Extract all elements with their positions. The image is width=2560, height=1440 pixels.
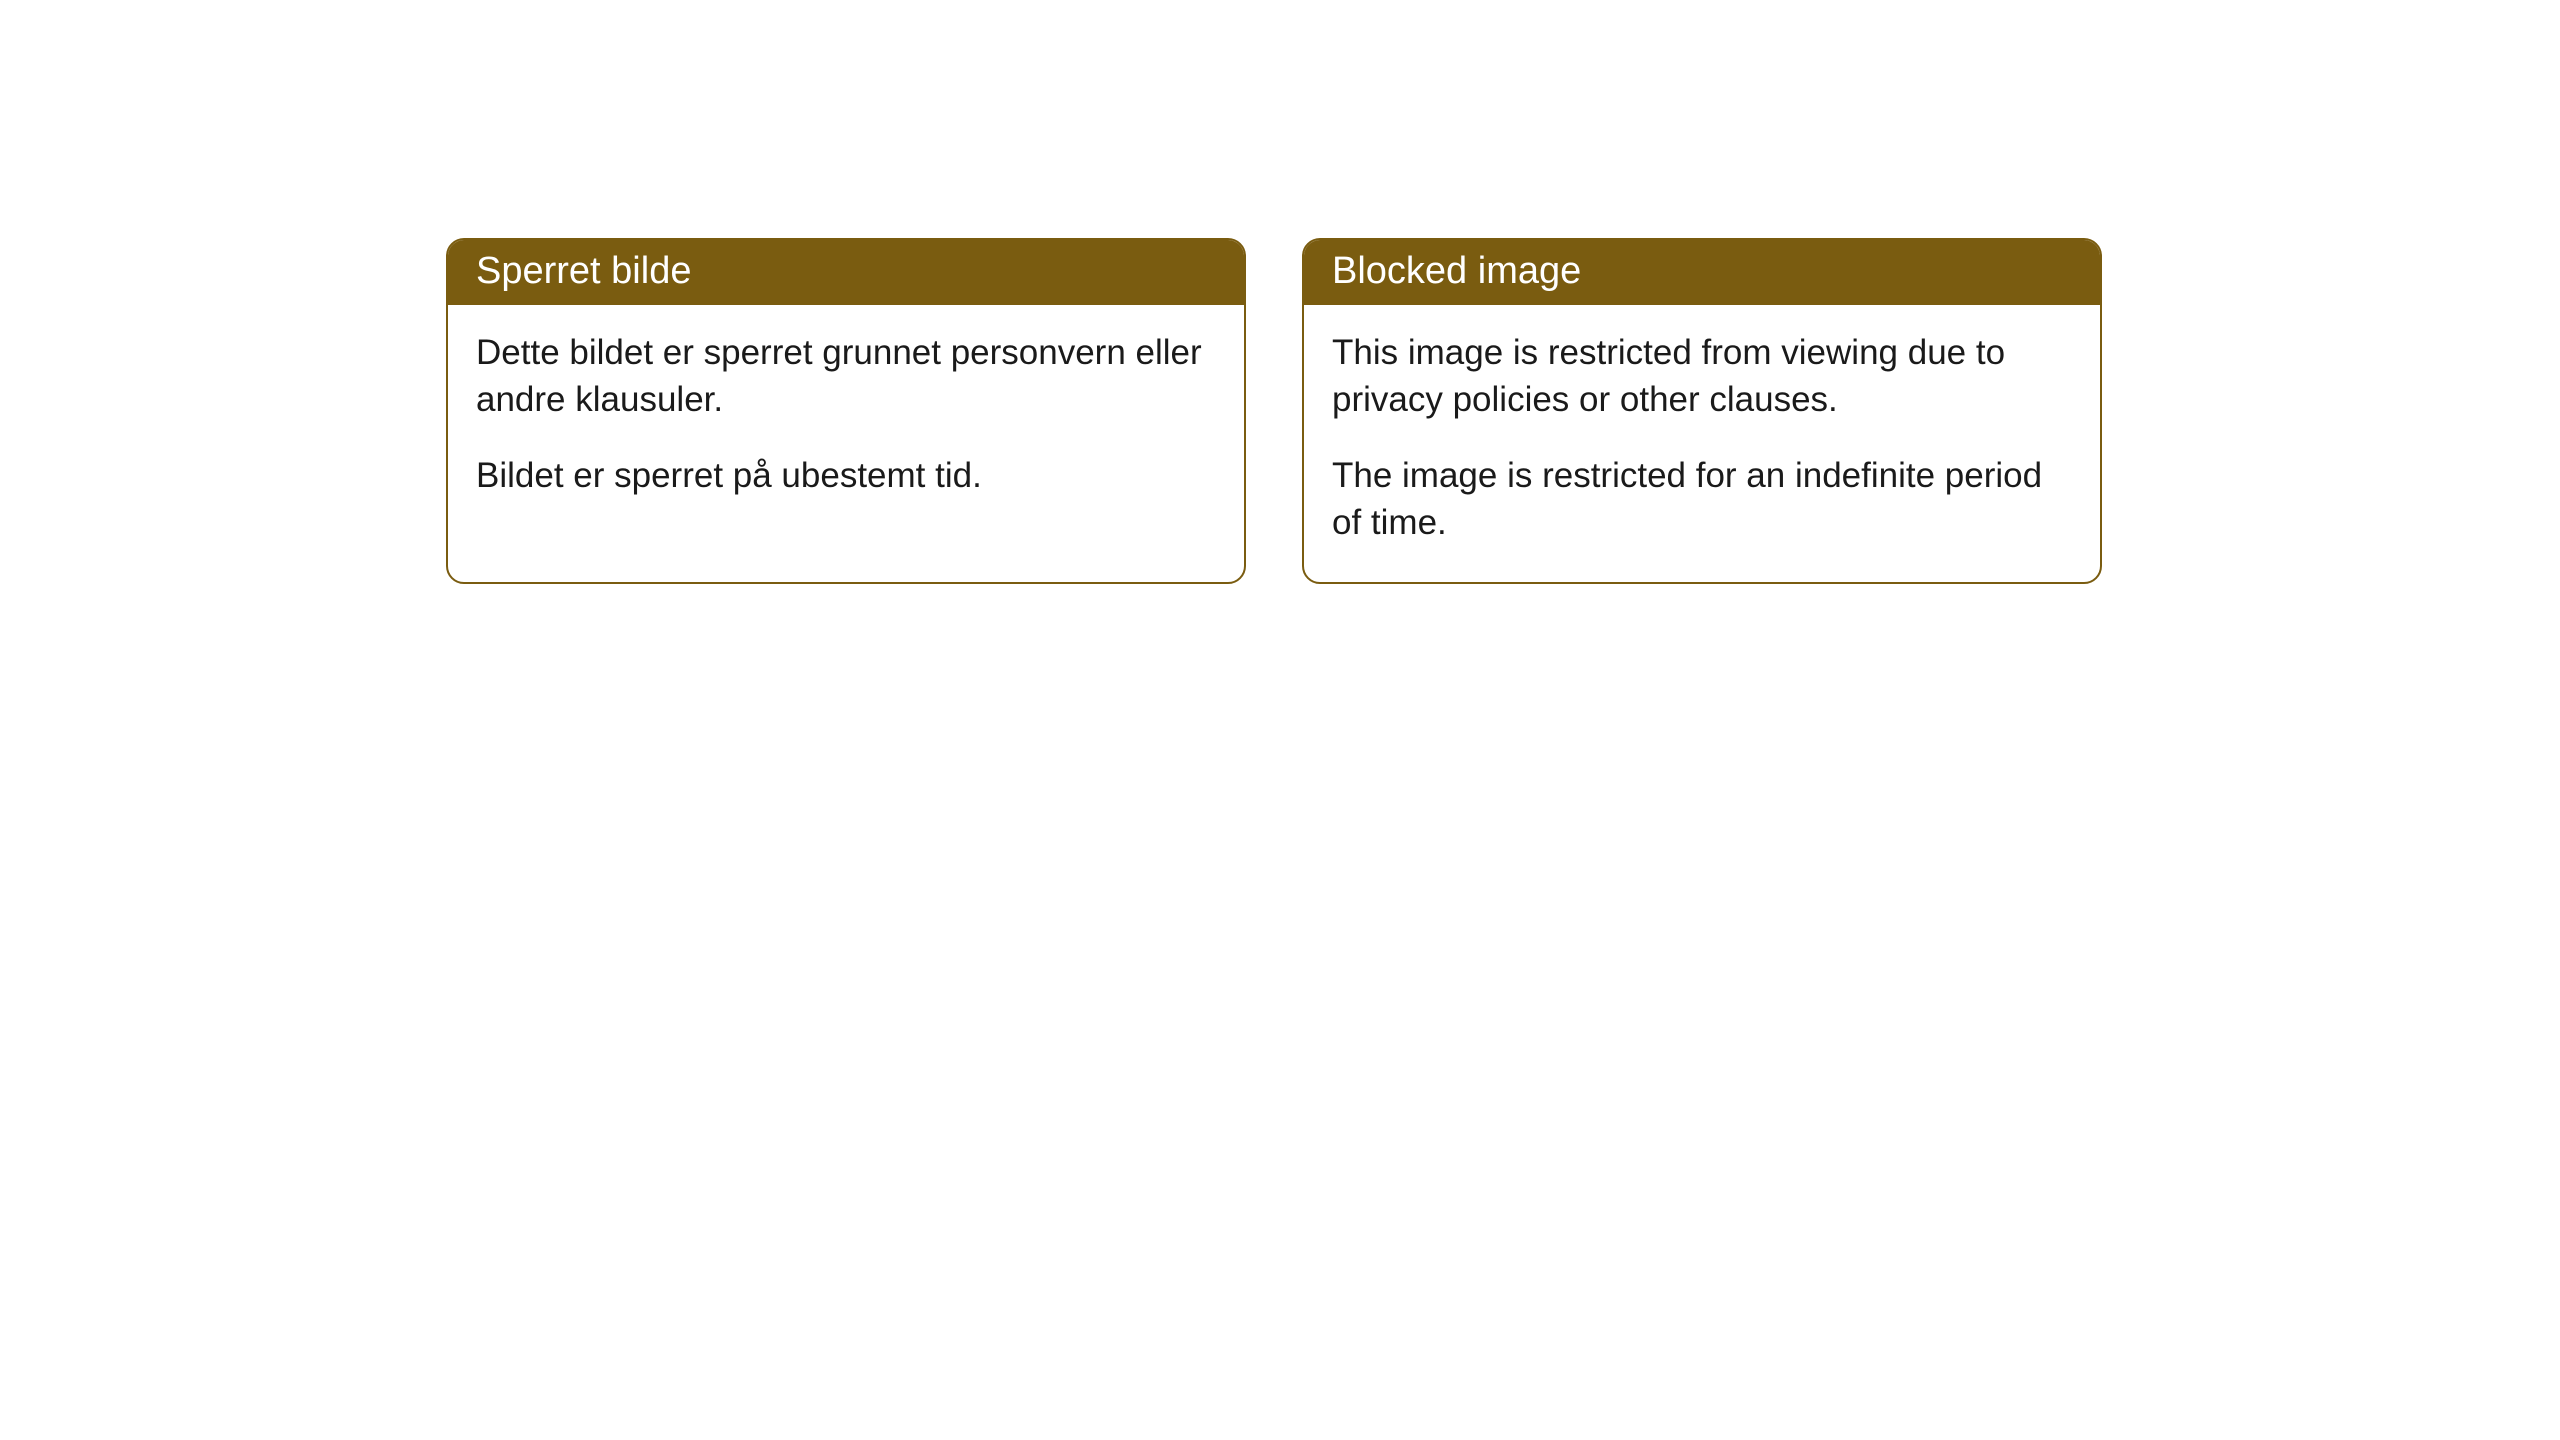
card-title: Sperret bilde [448,240,1244,305]
card-paragraph-2: The image is restricted for an indefinit… [1332,452,2072,547]
blocked-image-card-english: Blocked image This image is restricted f… [1302,238,2102,584]
card-paragraph-1: This image is restricted from viewing du… [1332,329,2072,424]
card-title: Blocked image [1304,240,2100,305]
card-body: Dette bildet er sperret grunnet personve… [448,305,1244,535]
card-body: This image is restricted from viewing du… [1304,305,2100,582]
card-paragraph-2: Bildet er sperret på ubestemt tid. [476,452,1216,499]
cards-container: Sperret bilde Dette bildet er sperret gr… [446,238,2560,584]
card-paragraph-1: Dette bildet er sperret grunnet personve… [476,329,1216,424]
blocked-image-card-norwegian: Sperret bilde Dette bildet er sperret gr… [446,238,1246,584]
